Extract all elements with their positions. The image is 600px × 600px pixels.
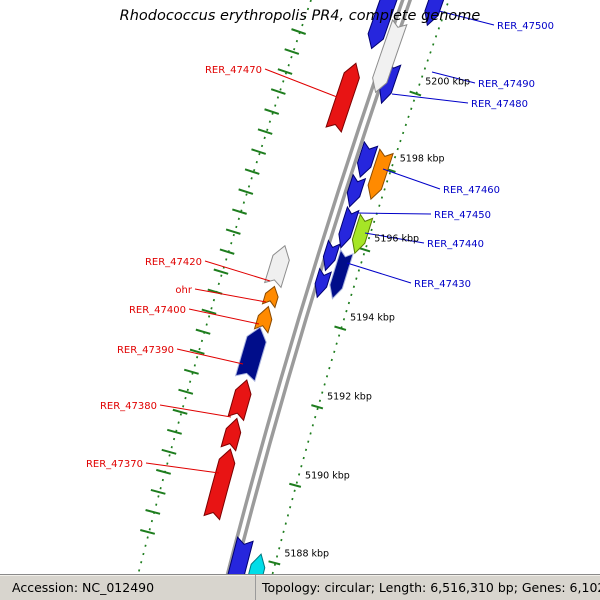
status-accession: Accession: NC_012490 <box>0 575 256 600</box>
ruler-major-tick <box>358 246 371 253</box>
gene-label[interactable]: RER_47390 <box>117 345 174 356</box>
gene-arrow[interactable] <box>367 0 404 50</box>
ruler-minor-tick <box>140 529 156 535</box>
ruler-minor-tick <box>213 268 229 275</box>
position-label: 5196 kbp <box>374 234 419 245</box>
gene-arrow[interactable] <box>220 417 242 452</box>
ruler-minor-tick <box>219 248 235 255</box>
gene-label[interactable]: RER_47500 <box>497 21 554 32</box>
gene-label-line <box>194 288 267 303</box>
gene-arrow[interactable] <box>356 140 379 178</box>
gene-label-line <box>356 212 432 215</box>
position-label: 5200 kbp <box>425 77 470 88</box>
ruler-minor-tick <box>161 448 177 455</box>
gene-label-line <box>176 348 244 365</box>
gene-arrow-rer_47490[interactable] <box>372 18 408 94</box>
ruler-minor-tick <box>150 488 166 495</box>
ruler-minor-tick <box>238 188 254 195</box>
gene-arrow-rer_47400[interactable] <box>253 305 273 334</box>
ruler-major-tick <box>268 560 281 566</box>
ruler-minor-tick <box>257 128 273 135</box>
ruler-minor-tick <box>277 68 293 75</box>
ruler-minor-tick <box>145 509 161 515</box>
gene-label[interactable]: RER_47490 <box>478 79 535 90</box>
gene-arrow-rer_47370[interactable] <box>203 448 236 521</box>
gene-label[interactable]: RER_47480 <box>471 99 528 110</box>
gene-arrow-rer_47440[interactable] <box>351 213 374 255</box>
ruler-dots-left <box>134 0 312 585</box>
position-label: 5192 kbp <box>327 392 372 403</box>
ruler-minor-tick <box>195 328 211 335</box>
gene-label-line <box>159 404 232 418</box>
gene-label[interactable]: RER_47440 <box>427 239 484 250</box>
ruler-minor-tick <box>270 88 286 95</box>
gene-arrow[interactable] <box>322 239 341 272</box>
gene-label[interactable]: RER_47470 <box>205 65 262 76</box>
gene-arrow[interactable] <box>314 267 333 299</box>
gene-arrow-rer_47460[interactable] <box>367 148 394 201</box>
ruler-minor-tick <box>156 468 172 475</box>
gene-label-line <box>431 71 476 84</box>
gene-arrow-rer_47470[interactable] <box>325 62 360 134</box>
gene-arrow-rer_47420[interactable] <box>263 244 290 289</box>
ruler-minor-tick <box>189 348 205 355</box>
gene-arrow-rer_47390[interactable] <box>234 326 267 383</box>
gene-label-line <box>204 260 271 282</box>
gene-label[interactable]: RER_47400 <box>129 305 186 316</box>
gene-arrow-ohr[interactable] <box>261 285 279 309</box>
position-label: 5194 kbp <box>350 313 395 324</box>
gene-label-line <box>391 93 469 104</box>
ruler-minor-tick <box>284 48 300 55</box>
gene-label-line <box>364 232 425 244</box>
gene-label-line <box>346 262 412 284</box>
position-label: 5190 kbp <box>305 471 350 482</box>
gene-label-line <box>438 10 495 26</box>
gene-arrow-rer_47500[interactable] <box>424 0 447 27</box>
gene-label-line <box>145 462 220 474</box>
position-label: 5198 kbp <box>400 154 445 165</box>
ruler-major-tick <box>311 404 324 410</box>
gene-arrow-rer_47430[interactable] <box>329 248 354 300</box>
gene-label[interactable]: RER_47430 <box>414 279 471 290</box>
gene-label[interactable]: ohr <box>175 285 192 296</box>
gene-label[interactable]: RER_47450 <box>434 210 491 221</box>
ruler-minor-tick <box>166 428 182 435</box>
ruler-minor-tick <box>232 208 247 215</box>
gene-label-line <box>382 168 441 190</box>
status-bar: Accession: NC_012490 Topology: circular;… <box>0 574 600 600</box>
gene-label[interactable]: RER_47370 <box>86 459 143 470</box>
ruler-minor-tick <box>183 368 199 375</box>
ruler-minor-tick <box>291 28 307 35</box>
position-label: 5188 kbp <box>284 549 329 560</box>
gene-arrow[interactable] <box>346 173 367 208</box>
gene-label[interactable]: RER_47420 <box>145 257 202 268</box>
ruler-major-tick <box>409 90 422 97</box>
ruler-minor-tick <box>251 148 267 155</box>
ruler-major-tick <box>334 325 347 331</box>
gene-label[interactable]: RER_47460 <box>443 185 500 196</box>
gene-label-line <box>188 308 260 325</box>
gene-label[interactable]: RER_47380 <box>100 401 157 412</box>
status-topology: Topology: circular; Length: 6,516,310 bp… <box>256 575 600 600</box>
ruler-minor-tick <box>201 308 217 315</box>
ruler-minor-tick <box>178 388 194 395</box>
ruler-minor-tick <box>172 408 188 415</box>
ruler-minor-tick <box>225 228 241 235</box>
ruler-minor-tick <box>264 108 280 115</box>
gene-label-line <box>264 68 338 98</box>
gene-arrow-rer_47450[interactable] <box>338 205 360 249</box>
ruler-minor-tick <box>244 168 260 175</box>
gene-arrow-rer_47380[interactable] <box>227 379 252 422</box>
ruler-major-tick <box>289 482 302 488</box>
